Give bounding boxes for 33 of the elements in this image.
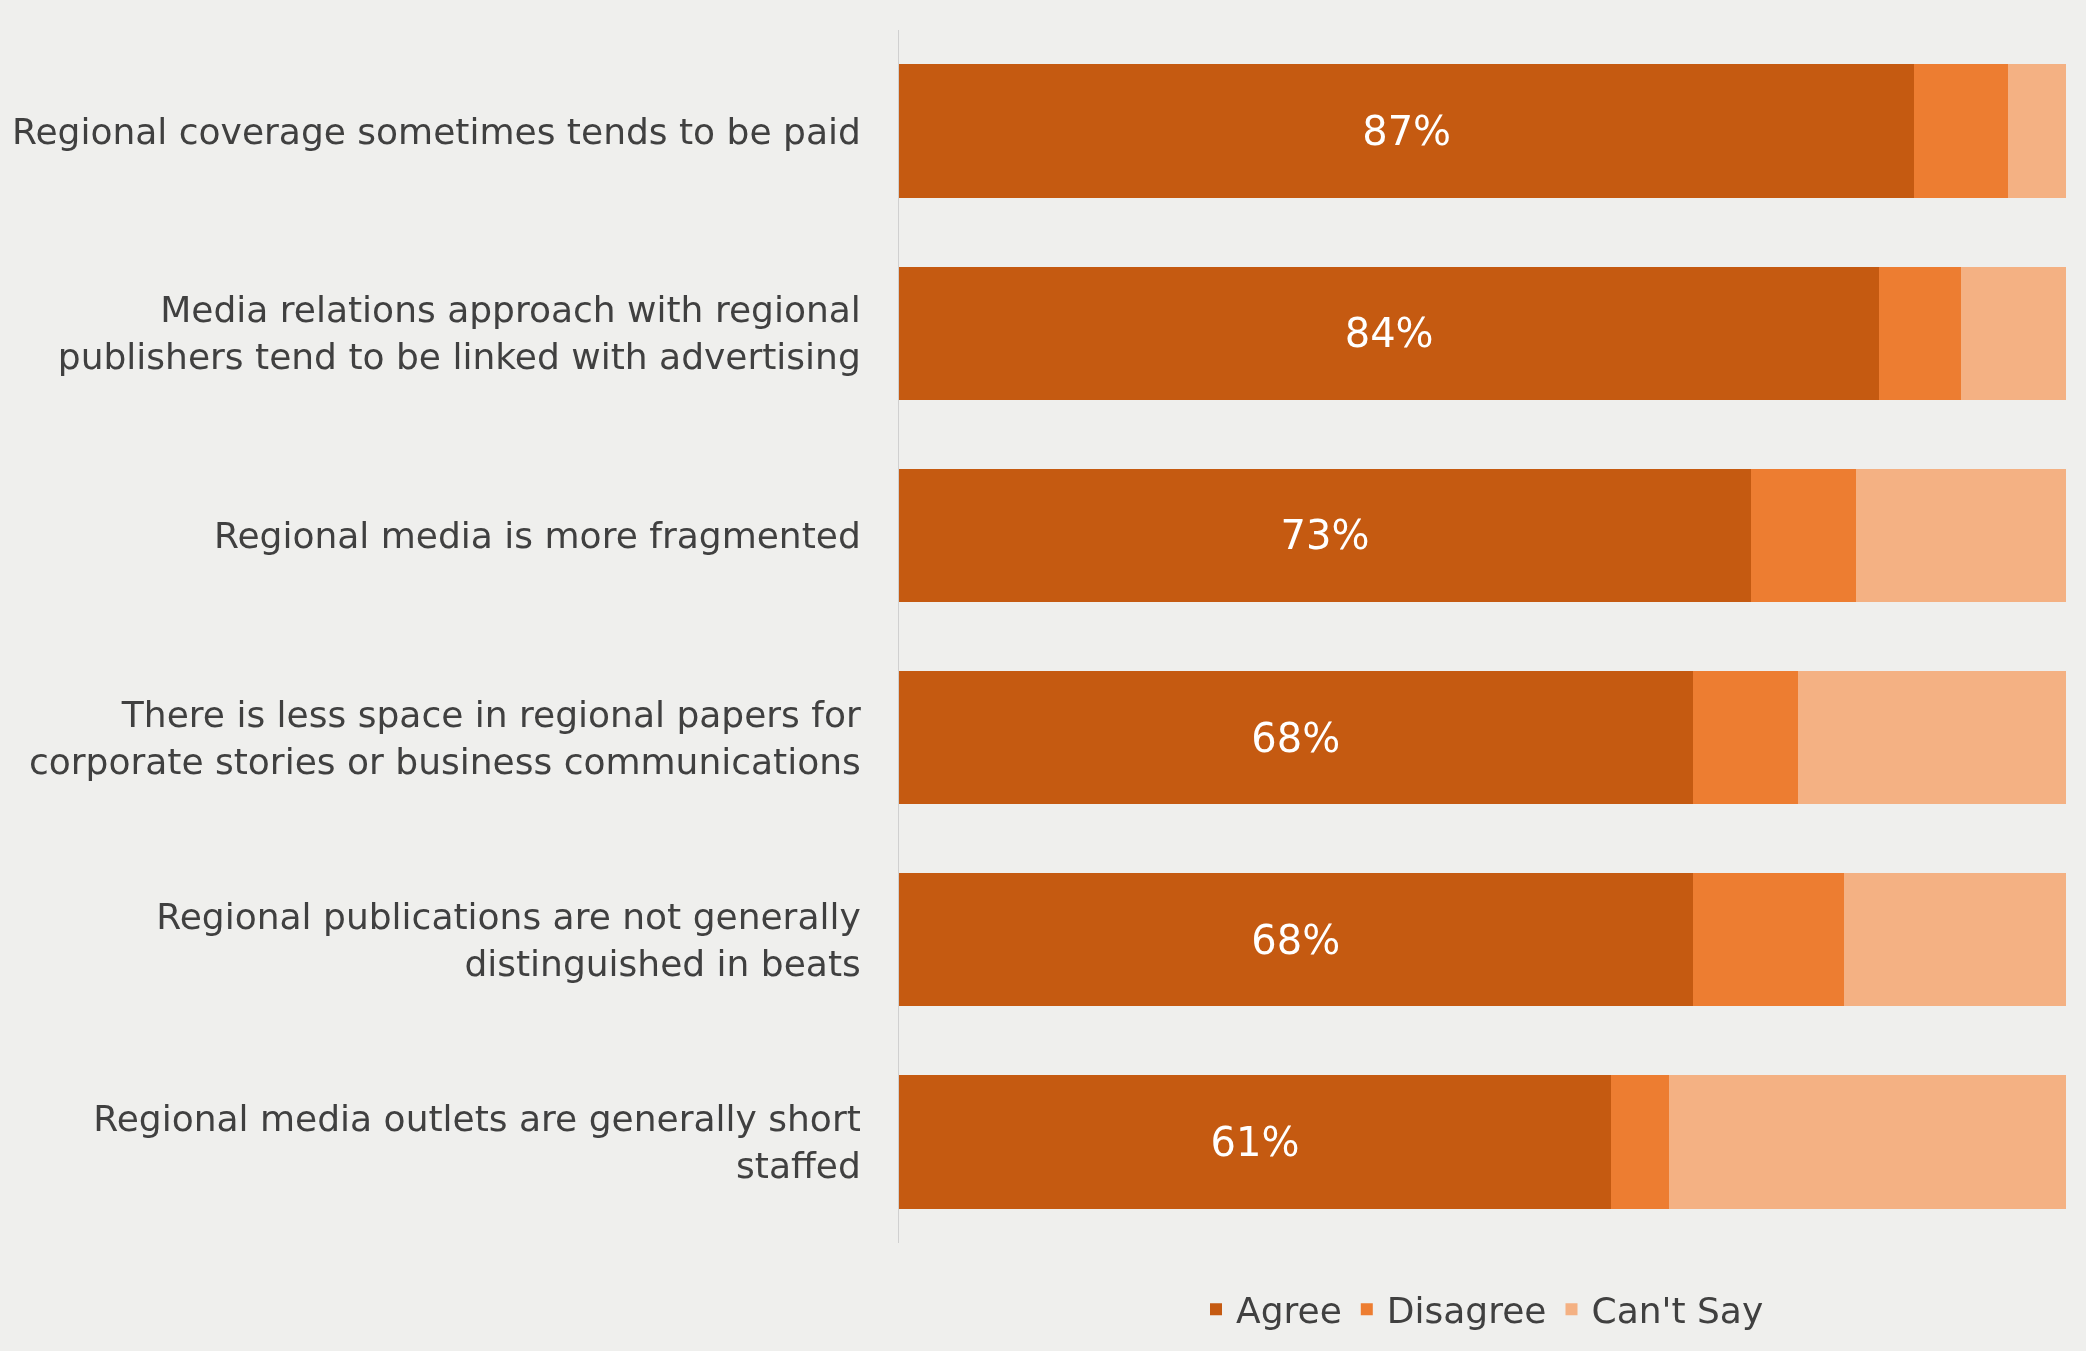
bar bbox=[1692, 670, 1798, 805]
y-tick-label: Regional media outlets are generally short staffed bbox=[93, 1098, 861, 1186]
bar bbox=[1960, 266, 2066, 400]
data-label: 61% bbox=[1210, 1118, 1300, 1165]
bar bbox=[1750, 468, 1856, 603]
bar bbox=[899, 1075, 1611, 1209]
bar bbox=[1855, 468, 2066, 603]
legend-label: Can't Say bbox=[1591, 1290, 1764, 1332]
bar bbox=[1879, 266, 1961, 400]
bar bbox=[899, 468, 1751, 603]
bar bbox=[899, 64, 1915, 198]
data-label: 68% bbox=[1251, 714, 1341, 761]
bar bbox=[2007, 64, 2066, 198]
y-tick-label: Media relations approach with regional publishers tend to be linked with advertising bbox=[57, 289, 861, 378]
data-label: 73% bbox=[1280, 512, 1370, 559]
bar bbox=[1914, 64, 2008, 198]
bar bbox=[899, 670, 1693, 805]
bar bbox=[1692, 873, 1845, 1007]
data-label: 84% bbox=[1344, 310, 1434, 357]
legend-label: Agree bbox=[1236, 1290, 1342, 1332]
data-label: 87% bbox=[1362, 108, 1452, 155]
bar bbox=[1610, 1075, 1670, 1209]
bar bbox=[899, 873, 1693, 1007]
bar bbox=[1844, 873, 2066, 1007]
y-tick-label: There is less space in regional papers for corporate stories or business communications bbox=[28, 693, 861, 782]
y-tick-label: Regional media is more fragmented bbox=[214, 515, 861, 557]
bar bbox=[899, 266, 1880, 400]
bar bbox=[1669, 1075, 2066, 1209]
y-tick-label: Regional coverage sometimes tends to be paid bbox=[12, 110, 861, 152]
data-label: 68% bbox=[1251, 916, 1341, 963]
bar bbox=[1797, 670, 2066, 805]
legend-label: Disagree bbox=[1386, 1290, 1547, 1332]
y-tick-label: Regional publications are not generally distinguished in beats bbox=[156, 895, 861, 984]
